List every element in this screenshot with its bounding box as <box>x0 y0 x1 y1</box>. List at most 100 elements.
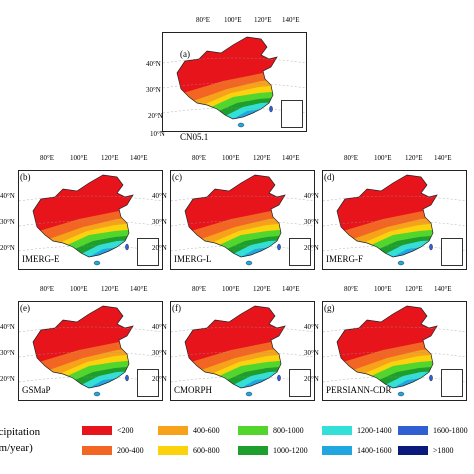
lon-tick: 140°E <box>130 154 148 162</box>
lon-tick: 120°E <box>253 285 271 293</box>
lon-axis: 80°E 100°E 120°E 140°E <box>322 283 467 297</box>
lat-tick: 20°N <box>304 244 319 252</box>
lon-tick: 120°E <box>101 285 119 293</box>
lon-axis: 80°E 100°E 120°E 140°E <box>162 14 307 28</box>
legend-swatch <box>398 426 428 435</box>
lat-tick: 20°N <box>152 244 167 252</box>
lat-tick: 30°N <box>304 218 319 226</box>
south-china-sea-inset <box>441 369 463 397</box>
legend-label: 1200-1400 <box>357 426 392 435</box>
precipitation-map <box>323 174 466 266</box>
lat-tick: 40°N <box>304 323 319 331</box>
legend-swatch <box>238 426 268 435</box>
lon-tick: 100°E <box>222 285 240 293</box>
panel-label: (c) <box>172 172 182 182</box>
legend-item: 1400-1600 <box>322 446 392 455</box>
panel-name: IMERG-F <box>326 254 364 264</box>
panel-label: (d) <box>324 172 335 182</box>
lon-axis: 80°E 100°E 120°E 140°E <box>322 152 467 166</box>
legend-label: 400-600 <box>193 426 220 435</box>
legend-item: >1800 <box>398 446 454 455</box>
south-china-sea-inset <box>137 369 159 397</box>
lat-tick: 20°N <box>0 375 15 383</box>
map-panel-e: 80°E 100°E 120°E 140°E 40°N 30°N 20°N (e… <box>0 283 163 401</box>
lat-tick: 30°N <box>304 349 319 357</box>
panel-name: PERSIANN-CDR <box>326 385 392 395</box>
lon-tick: 120°E <box>253 154 271 162</box>
legend-label: 1400-1600 <box>357 446 392 455</box>
south-china-sea-inset <box>137 238 159 266</box>
lon-axis: 80°E 100°E 120°E 140°E <box>18 283 163 297</box>
legend-item: 600-800 <box>158 446 220 455</box>
lon-axis: 80°E 100°E 120°E 140°E <box>170 152 315 166</box>
lat-tick: 10°N <box>150 130 165 138</box>
lat-tick: 20°N <box>148 112 163 120</box>
precipitation-map <box>19 305 162 397</box>
legend-swatch <box>82 446 112 455</box>
lon-tick: 80°E <box>344 285 359 293</box>
lat-tick: 40°N <box>0 323 15 331</box>
legend-label: >1800 <box>433 446 454 455</box>
lon-tick: 140°E <box>282 16 300 24</box>
lon-tick: 120°E <box>405 285 423 293</box>
map-panel-c: 80°E 100°E 120°E 140°E 40°N 30°N 20°N (c… <box>152 152 315 270</box>
map-panel-d: 80°E 100°E 120°E 140°E 40°N 30°N 20°N (d… <box>304 152 467 270</box>
legend-title-line2: mm/year) <box>0 442 33 454</box>
lat-tick: 40°N <box>152 192 167 200</box>
lon-tick: 140°E <box>434 285 452 293</box>
lat-tick: 20°N <box>0 244 15 252</box>
panel-label: (g) <box>324 303 335 313</box>
legend-title-line1: recipitation <box>0 426 41 438</box>
lon-tick: 80°E <box>192 154 207 162</box>
lon-tick: 80°E <box>196 16 211 24</box>
map-panel-f: 80°E 100°E 120°E 140°E 40°N 30°N 20°N (f… <box>152 283 315 401</box>
legend-item: 1000-1200 <box>238 446 308 455</box>
legend-label: 600-800 <box>193 446 220 455</box>
lon-tick: 140°E <box>282 285 300 293</box>
lon-tick: 120°E <box>254 16 272 24</box>
legend-label: 200-400 <box>117 446 144 455</box>
legend-item: 400-600 <box>158 426 220 435</box>
lon-axis: 80°E 100°E 120°E 140°E <box>18 152 163 166</box>
south-china-sea-inset <box>281 100 303 128</box>
lon-tick: 140°E <box>434 154 452 162</box>
map-panel-b: 80°E 100°E 120°E 140°E 40°N 30°N 20°N (b… <box>0 152 163 270</box>
legend-swatch <box>82 426 112 435</box>
panel-name: CMORPH <box>174 385 213 395</box>
lon-tick: 120°E <box>101 154 119 162</box>
lat-tick: 20°N <box>304 375 319 383</box>
lat-tick: 30°N <box>152 218 167 226</box>
lat-tick: 40°N <box>304 192 319 200</box>
lon-tick: 80°E <box>192 285 207 293</box>
lat-tick: 40°N <box>146 60 161 68</box>
lon-tick: 100°E <box>70 285 88 293</box>
legend-item: 1600-1800 <box>398 426 468 435</box>
legend-label: 1600-1800 <box>433 426 468 435</box>
south-china-sea-inset <box>289 369 311 397</box>
legend-title: recipitation mm/year) <box>0 424 40 456</box>
lat-tick: 30°N <box>146 86 161 94</box>
lat-tick: 40°N <box>0 192 15 200</box>
map-panel-g: 80°E 100°E 120°E 140°E 40°N 30°N 20°N (g… <box>304 283 467 401</box>
lon-tick: 140°E <box>130 285 148 293</box>
legend-item: 1200-1400 <box>322 426 392 435</box>
legend-label: 1000-1200 <box>273 446 308 455</box>
lat-tick: 30°N <box>152 349 167 357</box>
lon-tick: 120°E <box>405 154 423 162</box>
legend-item: 200-400 <box>82 446 144 455</box>
legend-swatch <box>158 446 188 455</box>
legend-swatch <box>322 446 352 455</box>
precipitation-map <box>171 174 314 266</box>
legend-item: <200 <box>82 426 134 435</box>
panel-name: IMERG-E <box>22 254 60 264</box>
legend-item: 800-1000 <box>238 426 304 435</box>
lon-tick: 100°E <box>224 16 242 24</box>
lon-tick: 80°E <box>40 154 55 162</box>
legend-swatch <box>322 426 352 435</box>
panel-label: (a) <box>180 49 190 59</box>
precipitation-map <box>171 305 314 397</box>
lat-tick: 40°N <box>152 323 167 331</box>
lon-tick: 140°E <box>282 154 300 162</box>
panel-label: (e) <box>20 303 30 313</box>
precipitation-map <box>323 305 466 397</box>
